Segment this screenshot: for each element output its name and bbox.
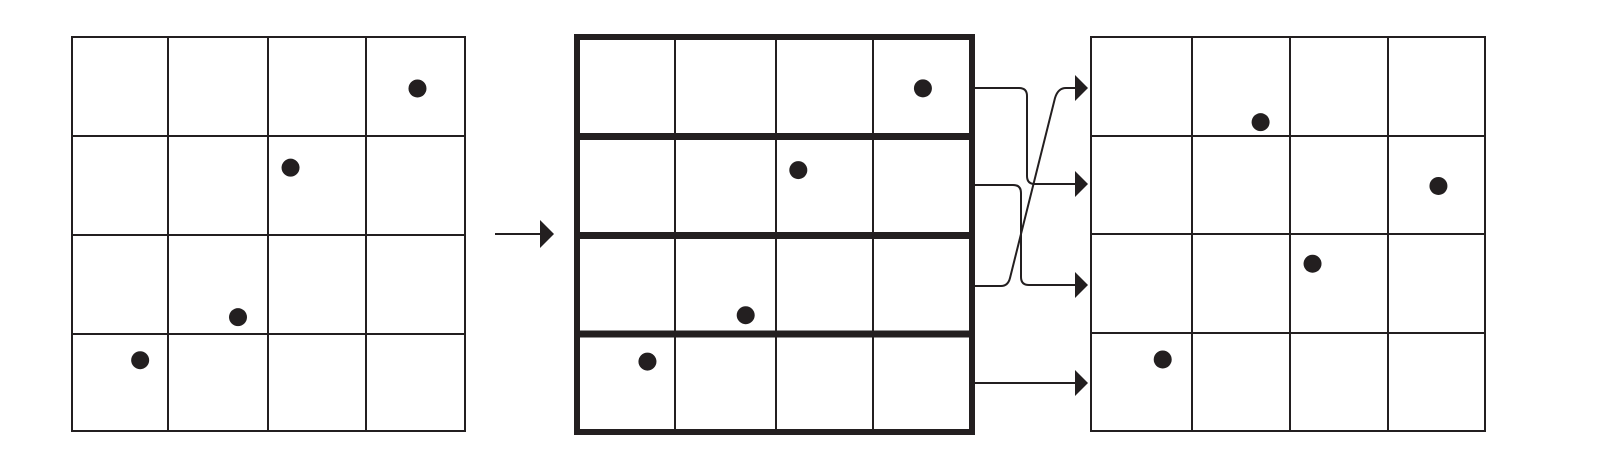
- row-mapping-connectors: [975, 75, 1088, 396]
- connector-row: [975, 87, 1077, 287]
- grid-point: [913, 79, 932, 98]
- connector-arrow-head: [1075, 272, 1088, 298]
- permuted-grid: [1090, 36, 1486, 432]
- grid-point: [131, 351, 150, 370]
- transform-arrow: [495, 220, 554, 248]
- grid-point: [408, 79, 427, 98]
- grid-point: [281, 158, 300, 177]
- original-grid: [71, 36, 466, 432]
- grid-point: [1429, 176, 1448, 195]
- row-blocks-grid: [574, 34, 975, 435]
- grid-point: [1153, 350, 1172, 369]
- connector-row: [975, 184, 1077, 286]
- grid-point: [1251, 113, 1270, 132]
- grid-point: [1303, 254, 1322, 273]
- connector-arrow-head: [1075, 171, 1088, 197]
- grid-point: [789, 161, 808, 180]
- grid-point: [736, 306, 755, 325]
- connector-row: [975, 87, 1077, 185]
- connector-arrow-head: [1075, 370, 1088, 396]
- connector-arrow-head: [1075, 75, 1088, 101]
- grid-point: [229, 308, 247, 327]
- grid-point: [638, 352, 657, 371]
- arrow-head: [540, 220, 554, 248]
